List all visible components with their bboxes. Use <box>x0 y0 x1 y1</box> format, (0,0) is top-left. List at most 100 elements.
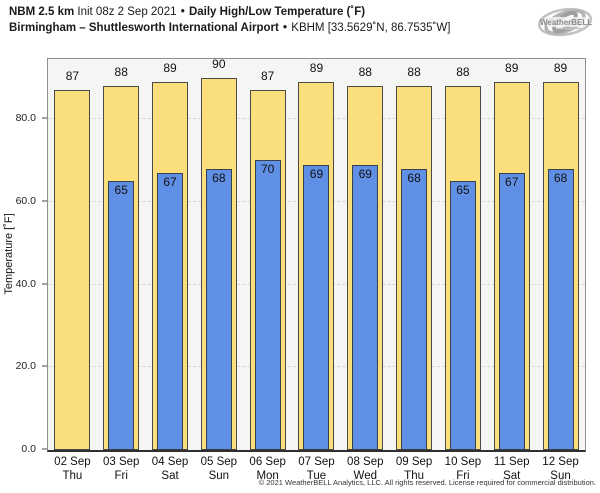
bar-group: 90 68 05 Sep Sun <box>194 56 243 482</box>
x-tick-label: 08 Sep Wed <box>347 456 383 483</box>
low-bar: 68 <box>205 168 232 450</box>
x-tick-day: Mon <box>256 469 279 482</box>
y-tick-label: 60.0 <box>15 194 36 207</box>
chart-title: NBM 2.5 km Init 08z 2 Sep 2021 • Daily H… <box>9 4 450 20</box>
x-tick-date: 05 Sep <box>200 456 238 468</box>
x-tick-day: Thu <box>62 469 83 482</box>
y-tick-mark <box>42 200 47 202</box>
x-tick-date: 10 Sep <box>444 456 482 468</box>
separator-dot: • <box>283 22 288 34</box>
weatherbell-logo: WeatherBELL <box>535 2 595 44</box>
station-id: KBHM [33.5629˚N, 86.7535˚W] <box>291 22 451 34</box>
x-tick-day: Fri <box>114 469 128 482</box>
low-value-label: 65 <box>456 183 470 198</box>
bar-group: 88 68 09 Sep Thu <box>390 59 439 482</box>
x-tick-date: 12 Sep <box>542 456 579 468</box>
x-tick-label: 04 Sep Sat <box>152 456 188 483</box>
high-value-label: 89 <box>309 60 324 75</box>
x-tick-label: 12 Sep Sun <box>542 456 578 483</box>
bar-series: 87 02 Sep Thu 88 65 03 Sep Fri 89 67 04 Sep Sat 90 6… <box>48 56 585 482</box>
x-tick-date: 07 Sep <box>298 456 335 468</box>
x-tick-date: 04 Sep <box>151 456 189 468</box>
x-tick-date: 02 Sep <box>54 456 91 468</box>
product-name: Daily High/Low Temperature (˚F) <box>188 6 366 18</box>
x-tick-date: 06 Sep <box>249 456 286 468</box>
x-tick-label: 06 Sep Mon <box>249 456 285 483</box>
x-tick-label: 10 Sep Fri <box>445 456 481 483</box>
high-value-label: 88 <box>358 64 372 79</box>
logo-text: WeatherBELL <box>540 18 592 27</box>
chart-subtitle: Birmingham – Shuttlesworth International… <box>9 20 450 36</box>
x-tick-label: 03 Sep Fri <box>103 456 139 483</box>
high-value-label: 87 <box>260 69 275 84</box>
bar-group: 87 02 Sep Thu <box>48 59 97 481</box>
init-time: Init 08z 2 Sep 2021 <box>77 6 177 18</box>
low-value-label: 67 <box>163 174 177 189</box>
separator-dot: • <box>180 6 185 18</box>
x-tick-day: Wed <box>353 469 378 482</box>
station-name: Birmingham – Shuttlesworth International… <box>9 22 279 34</box>
low-value-label: 68 <box>407 170 421 185</box>
x-tick-day: Tue <box>306 469 327 482</box>
x-tick-day: Sat <box>503 469 521 482</box>
y-tick-label: 0.0 <box>21 443 36 455</box>
low-bar: 68 <box>401 168 428 450</box>
bar-group: 88 69 08 Sep Wed <box>341 59 390 482</box>
x-tick-label: 11 Sep Sat <box>494 456 530 483</box>
y-tick-label: 40.0 <box>15 277 36 290</box>
low-bar: 68 <box>547 168 574 450</box>
x-tick-label: 02 Sep Thu <box>54 456 90 483</box>
low-bar: 70 <box>254 160 281 450</box>
x-tick-date: 11 Sep <box>493 456 530 468</box>
low-value-label: 70 <box>260 162 275 177</box>
high-value-label: 88 <box>407 64 421 79</box>
bar-group: 88 65 03 Sep Fri <box>97 59 146 482</box>
bar-group: 88 65 10 Sep Fri <box>439 59 488 482</box>
y-tick-mark <box>42 283 47 284</box>
x-tick-label: 09 Sep Thu <box>396 456 432 483</box>
x-tick-label: 05 Sep Sun <box>201 456 237 483</box>
low-value-label: 65 <box>114 183 128 198</box>
chart-header: NBM 2.5 km Init 08z 2 Sep 2021 • Daily H… <box>9 4 450 36</box>
low-value-label: 68 <box>212 170 226 185</box>
y-tick-label: 20.0 <box>15 360 36 373</box>
bar-group: 89 67 04 Sep Sat <box>146 59 195 482</box>
swirl-logo-icon: WeatherBELL <box>537 7 592 37</box>
x-tick-day: Sat <box>161 469 179 482</box>
x-tick-date: 03 Sep <box>102 456 140 468</box>
low-value-label: 68 <box>553 170 568 185</box>
y-tick-mark <box>42 448 47 450</box>
bar-group: 89 69 07 Sep Tue <box>292 59 341 482</box>
low-bar: 67 <box>157 172 184 450</box>
high-value-label: 89 <box>553 60 568 75</box>
x-tick-label: 07 Sep Tue <box>298 456 334 483</box>
high-value-label: 89 <box>505 60 519 75</box>
plot-area: 87 02 Sep Thu 88 65 03 Sep Fri 89 67 04 Sep Sat 90 6… <box>47 56 586 482</box>
x-tick-date: 09 Sep <box>395 456 433 468</box>
low-bar: 65 <box>449 181 476 450</box>
y-axis: 0.0 20.0 40.0 60.0 80.0 <box>0 58 47 455</box>
x-tick-day: Thu <box>404 469 425 482</box>
low-bar: 65 <box>108 181 135 450</box>
high-bar <box>54 90 91 450</box>
y-tick-mark <box>42 365 47 367</box>
low-bar: 69 <box>352 164 379 450</box>
x-tick-date: 08 Sep <box>347 456 384 468</box>
x-tick-day: Fri <box>456 469 470 482</box>
low-value-label: 69 <box>309 166 324 181</box>
bar-group: 89 67 11 Sep Sat <box>487 59 536 482</box>
bar-group: 89 68 12 Sep Sun <box>536 59 585 482</box>
bar-group: 87 70 06 Sep Mon <box>243 59 292 481</box>
x-tick-day: Sun <box>550 469 571 482</box>
low-value-label: 67 <box>505 174 519 189</box>
x-tick-day: Sun <box>208 469 230 482</box>
y-tick-mark <box>42 117 47 119</box>
high-value-label: 88 <box>114 64 128 79</box>
high-value-label: 90 <box>212 56 226 71</box>
low-bar: 67 <box>498 172 525 450</box>
low-bar: 69 <box>303 164 330 450</box>
model-name: NBM 2.5 km <box>9 6 75 18</box>
high-value-label: 89 <box>163 60 177 75</box>
y-tick-label: 80.0 <box>15 112 36 124</box>
